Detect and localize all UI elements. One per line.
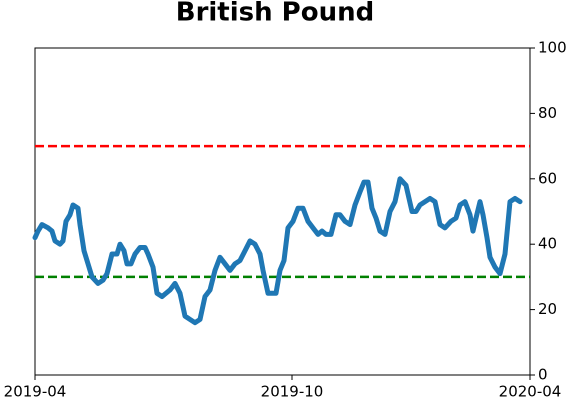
plot-frame <box>34 47 531 376</box>
y-tick-label: 0 <box>538 366 548 384</box>
y-tick-label: 80 <box>538 104 557 122</box>
x-tick-label: 2020-04 <box>499 383 562 401</box>
y-tick-label: 20 <box>538 300 557 318</box>
y-tick-label: 60 <box>538 169 557 187</box>
y-tick-label: 100 <box>538 39 567 57</box>
x-tick-label: 2019-04 <box>4 383 67 401</box>
chart-title: British Pound <box>176 0 374 28</box>
y-tick-label: 40 <box>538 235 557 253</box>
data-line <box>32 176 523 326</box>
x-tick-label: 2019-10 <box>261 383 324 401</box>
